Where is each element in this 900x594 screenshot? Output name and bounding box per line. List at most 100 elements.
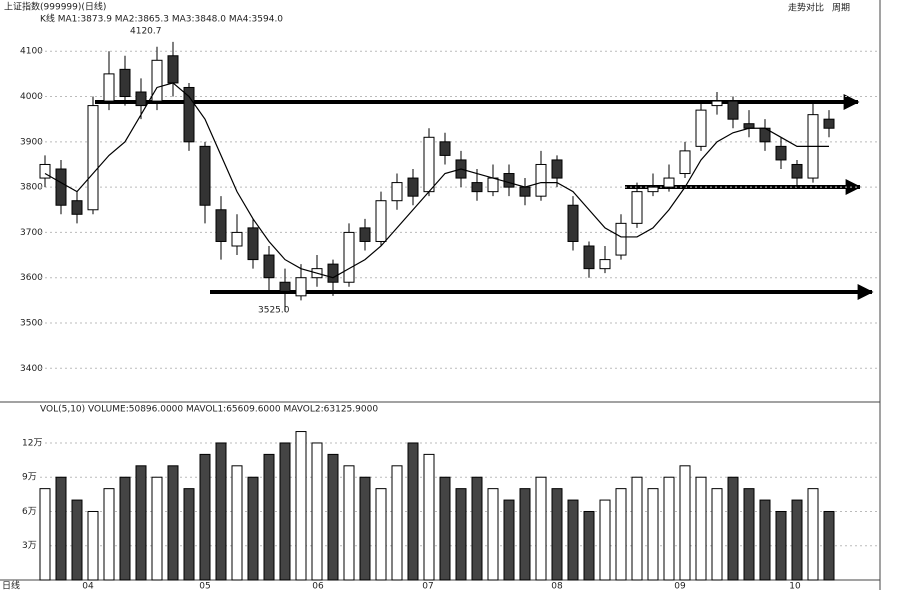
y-tick-label: 3400: [20, 364, 43, 374]
ma-line: [44, 82, 829, 279]
volume-bar: [247, 476, 259, 581]
candle-body: [423, 136, 435, 193]
candle-body: [55, 168, 67, 206]
volume-bar: [231, 465, 243, 581]
x-tick-label: 07: [422, 582, 433, 591]
volume-bar: [151, 476, 163, 581]
candle-body: [151, 59, 163, 102]
x-tick-label: 06: [312, 582, 324, 591]
candle-body: [279, 281, 291, 292]
volume-bar: [471, 476, 483, 581]
volume-bar: [791, 499, 803, 581]
candle-body: [647, 186, 659, 193]
volume-bar: [183, 488, 195, 581]
volume-bar: [695, 476, 707, 581]
x-tick-label: 09: [674, 582, 686, 591]
candle-body: [375, 200, 387, 242]
volume-bar: [279, 442, 291, 581]
volume-bar: [743, 488, 755, 581]
high-annotation: 4120.7: [130, 27, 162, 37]
candle-body: [71, 200, 83, 215]
candle-body: [775, 145, 787, 161]
candle-body: [503, 173, 515, 188]
y-tick-label: 4000: [20, 92, 43, 102]
volume-bar: [759, 499, 771, 581]
volume-bar: [663, 476, 675, 581]
candle-body: [791, 163, 803, 179]
period-button[interactable]: 周期: [832, 3, 850, 14]
candle-body: [231, 231, 243, 247]
y-tick-label: 4100: [20, 47, 43, 57]
volume-bar: [215, 442, 227, 581]
volume-bar: [167, 465, 179, 581]
candle-body: [119, 68, 131, 98]
y2-tick-label: 9万: [22, 473, 37, 483]
y2-tick-label: 6万: [22, 507, 37, 517]
candle-body: [823, 118, 835, 129]
candle-body: [391, 182, 403, 202]
candle-body: [471, 182, 483, 193]
candle-body: [487, 177, 499, 193]
candle-body: [87, 105, 99, 211]
volume-bar: [503, 499, 515, 581]
candle-body: [727, 100, 739, 120]
candle-body: [407, 177, 419, 197]
compare-button[interactable]: 走势对比: [788, 2, 824, 14]
volume-bar: [679, 465, 691, 581]
candle-body: [663, 177, 675, 188]
volume-bar: [567, 499, 579, 581]
volume-bar: [487, 488, 499, 581]
volume-bar: [295, 431, 307, 581]
volume-bar: [343, 465, 355, 581]
volume-bar: [775, 510, 787, 581]
candle-body: [439, 141, 451, 156]
volume-bar: [727, 476, 739, 581]
x-tick-label: 05: [199, 582, 210, 591]
volume-bar: [423, 453, 435, 581]
volume-bar: [439, 476, 451, 581]
candle-body: [519, 186, 531, 197]
candle-body: [327, 263, 339, 283]
ma-header: K线 MA1:3873.9 MA2:3865.3 MA3:3848.0 MA4:…: [40, 13, 283, 25]
candle-body: [359, 227, 371, 242]
candle-body: [167, 55, 179, 84]
volume-bar: [647, 488, 659, 581]
y-tick-label: 3600: [20, 273, 43, 283]
candle-body: [535, 163, 547, 197]
candle-body: [615, 222, 627, 256]
x-tick-label: 08: [551, 582, 563, 591]
volume-bar: [391, 465, 403, 581]
volume-bar: [55, 476, 67, 581]
candle-body: [743, 123, 755, 129]
y-tick-label: 3800: [20, 183, 43, 193]
candle-body: [583, 245, 595, 270]
candle-body: [199, 145, 211, 206]
volume-bar: [263, 453, 275, 581]
volume-bar: [359, 476, 371, 581]
y-tick-label: 3700: [20, 228, 43, 238]
candle-body: [711, 100, 723, 107]
chart-title: 上证指数(999999)(日线): [4, 1, 106, 13]
volume-bar: [71, 499, 83, 581]
volume-bar: [615, 488, 627, 581]
candle-body: [567, 204, 579, 242]
candle-body: [295, 277, 307, 297]
volume-bar: [199, 453, 211, 581]
y2-tick-label: 12万: [22, 438, 42, 448]
volume-bar: [599, 499, 611, 581]
volume-bar: [535, 476, 547, 581]
volume-bar: [711, 488, 723, 581]
candle-body: [695, 109, 707, 147]
x-label: 日线: [2, 580, 20, 591]
volume-bar: [823, 510, 835, 581]
candle-body: [263, 254, 275, 279]
candle-body: [135, 91, 147, 107]
candle-body: [39, 163, 51, 179]
volume-bar: [135, 465, 147, 581]
volume-bar: [311, 442, 323, 581]
candle-body: [103, 73, 115, 102]
y2-tick-label: 3万: [22, 541, 37, 551]
volume-bar: [519, 488, 531, 581]
